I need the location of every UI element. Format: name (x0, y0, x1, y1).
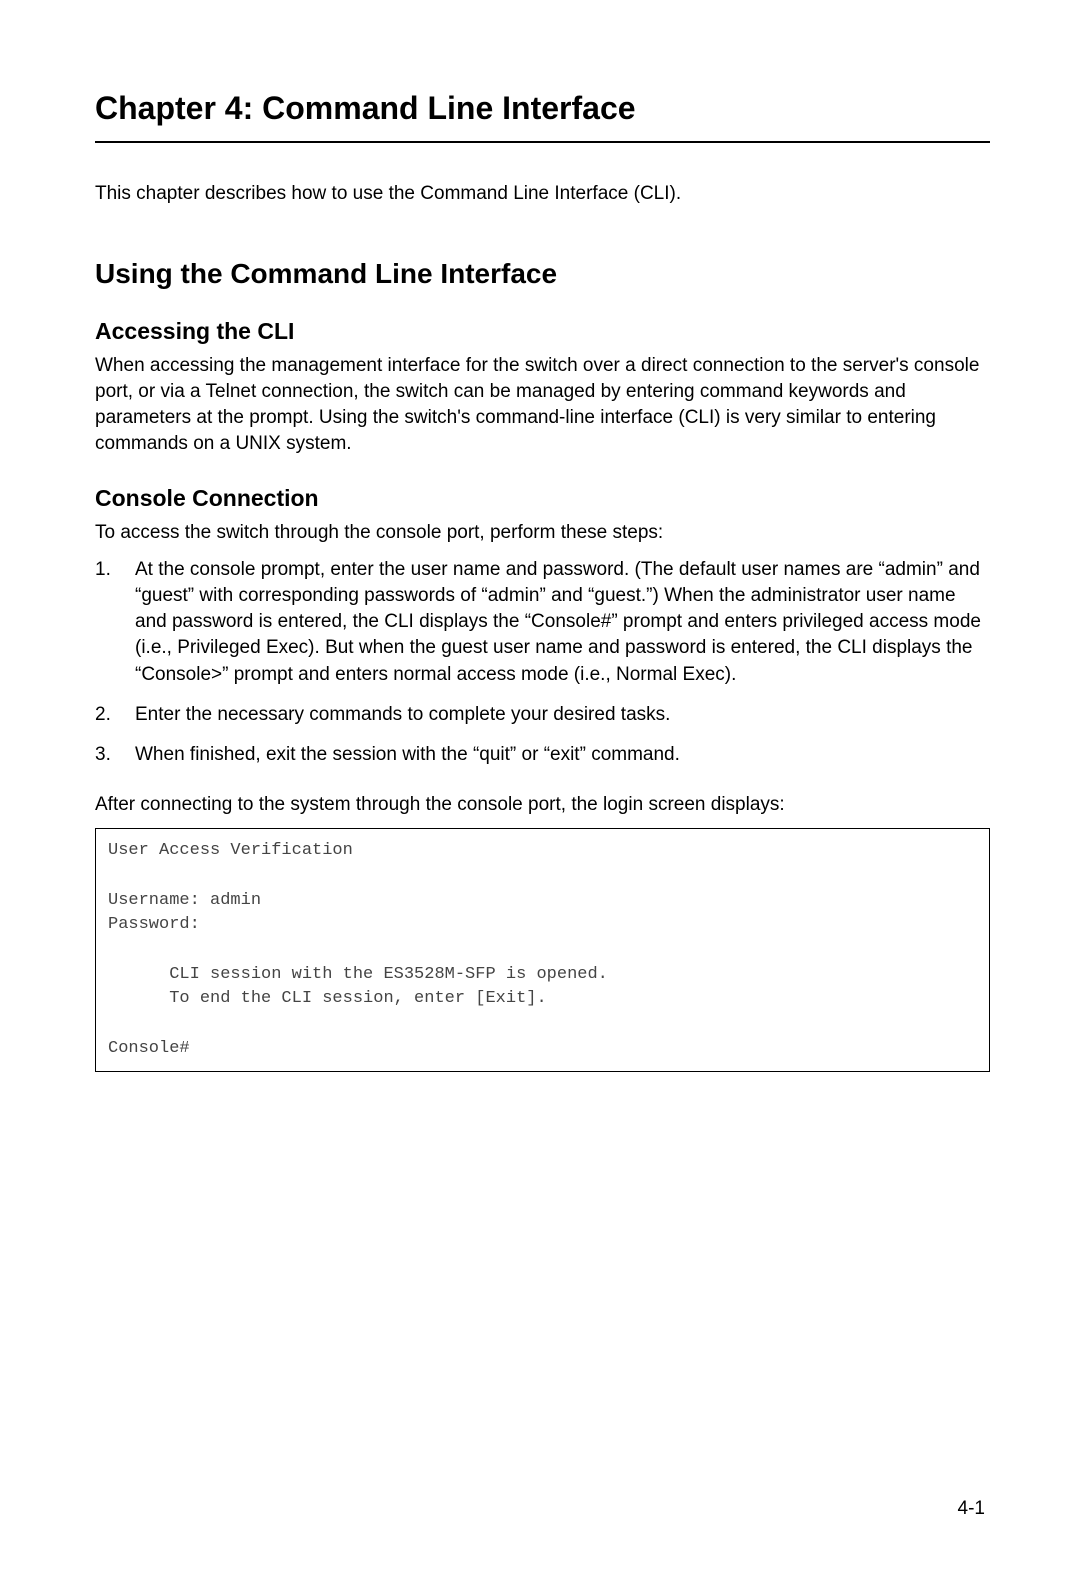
section-title: Using the Command Line Interface (95, 258, 990, 290)
subsection-accessing-body: When accessing the management interface … (95, 353, 990, 458)
list-item: 2. Enter the necessary commands to compl… (95, 702, 990, 728)
list-item: 1. At the console prompt, enter the user… (95, 557, 990, 688)
list-item-text: At the console prompt, enter the user na… (135, 557, 990, 688)
title-divider (95, 141, 990, 143)
list-item-text: When finished, exit the session with the… (135, 742, 990, 768)
subsection-console-intro: To access the switch through the console… (95, 520, 990, 546)
code-block: User Access Verification Username: admin… (95, 828, 990, 1072)
after-steps-text: After connecting to the system through t… (95, 792, 990, 818)
steps-list: 1. At the console prompt, enter the user… (95, 557, 990, 769)
subsection-accessing-title: Accessing the CLI (95, 318, 990, 345)
chapter-intro: This chapter describes how to use the Co… (95, 181, 990, 208)
list-number: 2. (95, 702, 135, 728)
list-number: 3. (95, 742, 135, 768)
subsection-console-title: Console Connection (95, 485, 990, 512)
list-item: 3. When finished, exit the session with … (95, 742, 990, 768)
page-number: 4-1 (958, 1498, 985, 1520)
list-number: 1. (95, 557, 135, 688)
chapter-title: Chapter 4: Command Line Interface (95, 90, 990, 127)
list-item-text: Enter the necessary commands to complete… (135, 702, 990, 728)
